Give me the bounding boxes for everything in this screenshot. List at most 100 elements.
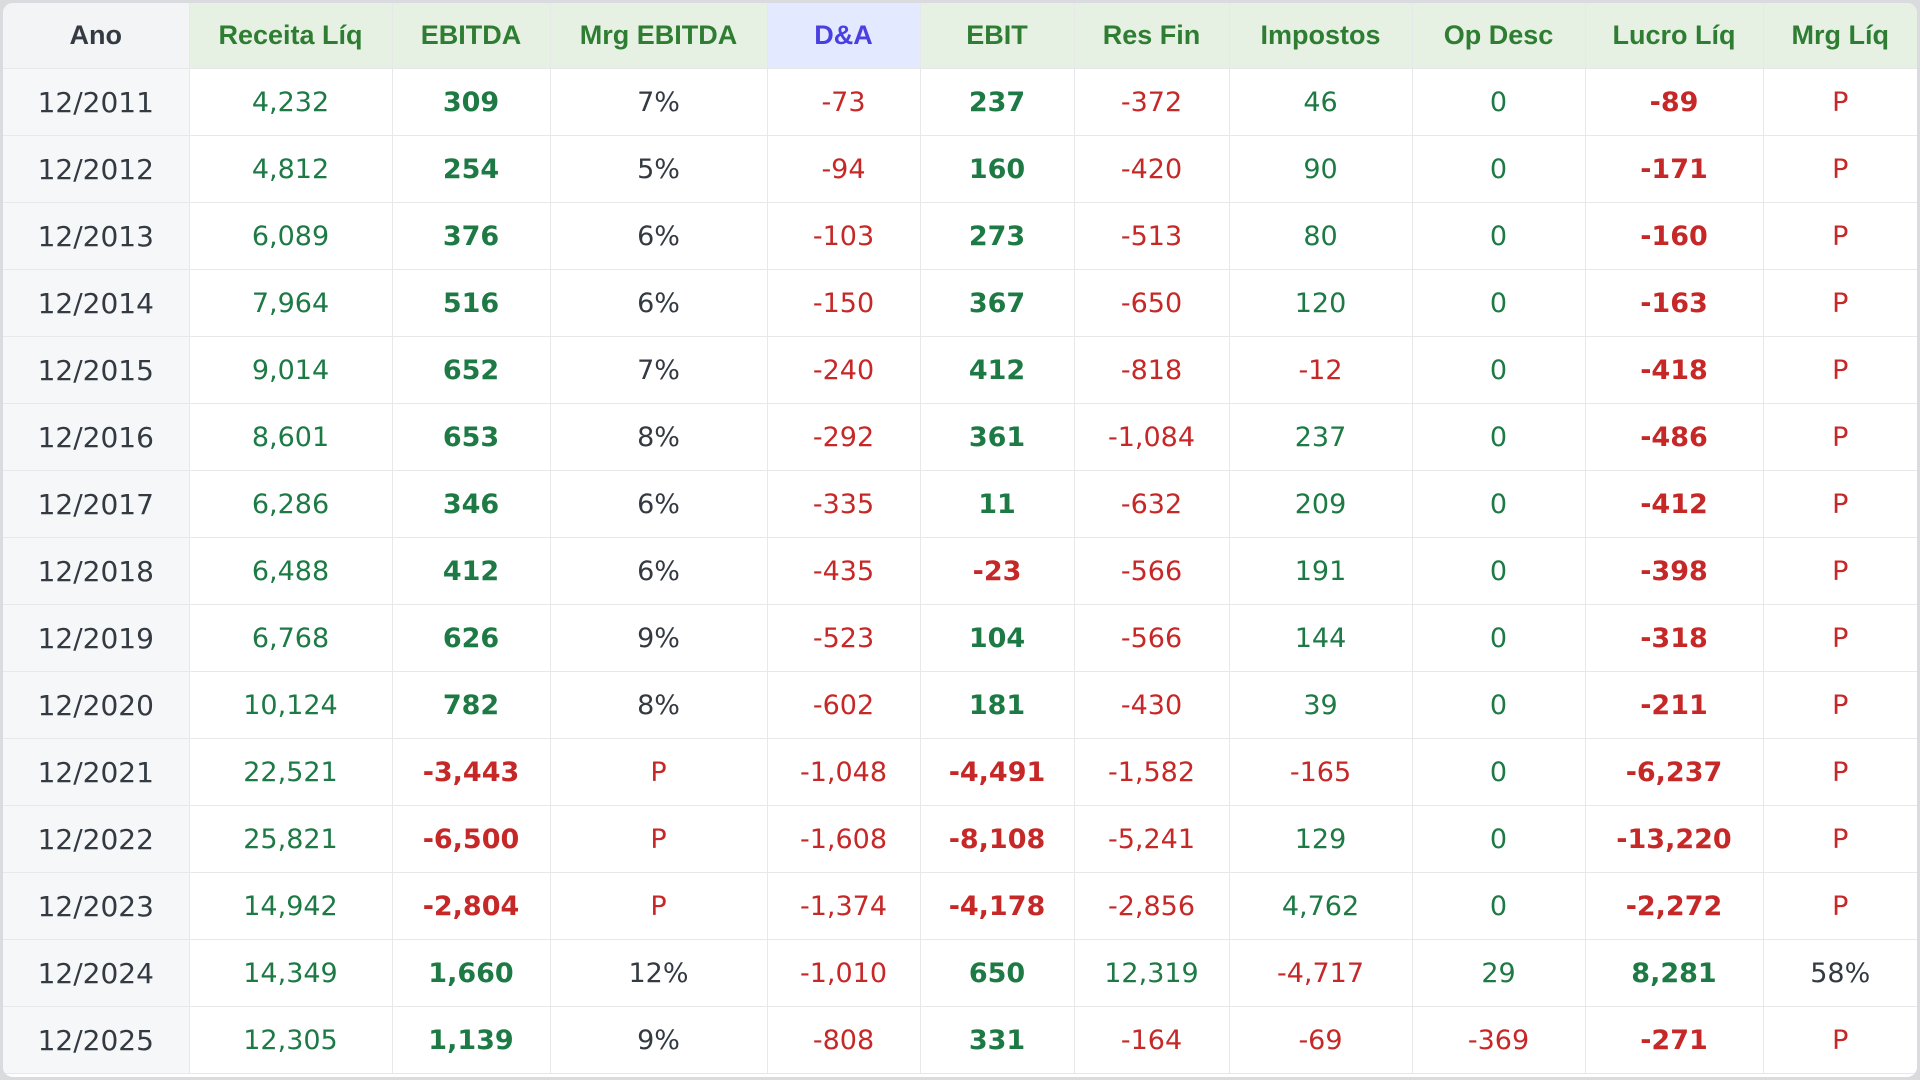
lucro-liq-cell: -318: [1585, 604, 1764, 672]
ebitda-cell: 652: [392, 336, 551, 404]
da-cell: -435: [767, 537, 921, 605]
column-header-ebit[interactable]: EBIT: [920, 3, 1075, 69]
mrg-ebitda-cell: 8%: [550, 671, 768, 739]
impostos-cell: 4,762: [1229, 872, 1413, 940]
table-row: 12/2019 6,768 626 9% -523 104 -566 144 0 -318 P: [3, 604, 1917, 672]
ebit-cell: -4,491: [920, 738, 1075, 806]
lucro-liq-cell: -398: [1585, 537, 1764, 605]
ebitda-cell: 626: [392, 604, 551, 672]
res-fin-cell: -513: [1074, 202, 1230, 270]
year-cell: 12/2013: [3, 202, 190, 270]
column-header-ano[interactable]: Ano: [3, 3, 190, 69]
receita-liq-cell: 4,812: [189, 135, 393, 203]
ebit-cell: -23: [920, 537, 1075, 605]
receita-liq-cell: 14,349: [189, 939, 393, 1007]
lucro-liq-cell: -271: [1585, 1006, 1764, 1074]
res-fin-cell: -632: [1074, 470, 1230, 538]
ebitda-cell: 1,139: [392, 1006, 551, 1074]
table-row: 12/2012 4,812 254 5% -94 160 -420 90 0 -171 P: [3, 135, 1917, 203]
op-desc-cell: 0: [1412, 135, 1586, 203]
mrg-liq-cell: P: [1763, 604, 1917, 672]
op-desc-cell: 0: [1412, 738, 1586, 806]
mrg-ebitda-cell: 7%: [550, 336, 768, 404]
lucro-liq-cell: -171: [1585, 135, 1764, 203]
mrg-liq-cell: P: [1763, 872, 1917, 940]
da-cell: -523: [767, 604, 921, 672]
column-header-res-fin[interactable]: Res Fin: [1074, 3, 1230, 69]
mrg-ebitda-cell: P: [550, 805, 768, 873]
impostos-cell: 237: [1229, 403, 1413, 471]
da-cell: -94: [767, 135, 921, 203]
impostos-cell: 209: [1229, 470, 1413, 538]
mrg-liq-cell: P: [1763, 336, 1917, 404]
ebitda-cell: 653: [392, 403, 551, 471]
year-cell: 12/2012: [3, 135, 190, 203]
column-header-ebitda[interactable]: EBITDA: [392, 3, 551, 69]
mrg-liq-cell: P: [1763, 269, 1917, 337]
table-header-row: Ano Receita Líq EBITDA Mrg EBITDA D&A EB…: [3, 3, 1917, 69]
lucro-liq-cell: -13,220: [1585, 805, 1764, 873]
res-fin-cell: -2,856: [1074, 872, 1230, 940]
column-header-op-desc[interactable]: Op Desc: [1412, 3, 1586, 69]
column-header-receita-liq[interactable]: Receita Líq: [189, 3, 393, 69]
receita-liq-cell: 6,488: [189, 537, 393, 605]
da-cell: -292: [767, 403, 921, 471]
op-desc-cell: 0: [1412, 872, 1586, 940]
res-fin-cell: -5,241: [1074, 805, 1230, 873]
mrg-liq-cell: P: [1763, 671, 1917, 739]
column-header-impostos[interactable]: Impostos: [1229, 3, 1413, 69]
year-cell: 12/2017: [3, 470, 190, 538]
lucro-liq-cell: 8,281: [1585, 939, 1764, 1007]
impostos-cell: 80: [1229, 202, 1413, 270]
receita-liq-cell: 8,601: [189, 403, 393, 471]
lucro-liq-cell: -418: [1585, 336, 1764, 404]
column-header-lucro-liq[interactable]: Lucro Líq: [1585, 3, 1764, 69]
year-cell: 12/2018: [3, 537, 190, 605]
da-cell: -808: [767, 1006, 921, 1074]
mrg-liq-cell: P: [1763, 805, 1917, 873]
ebit-cell: 650: [920, 939, 1075, 1007]
ebit-cell: 11: [920, 470, 1075, 538]
lucro-liq-cell: -6,237: [1585, 738, 1764, 806]
table-body: 12/2011 4,232 309 7% -73 237 -372 46 0 -89 P 12/201…: [3, 68, 1917, 1074]
column-header-mrg-liq[interactable]: Mrg Líq: [1763, 3, 1917, 69]
lucro-liq-cell: -211: [1585, 671, 1764, 739]
op-desc-cell: 0: [1412, 805, 1586, 873]
mrg-ebitda-cell: 7%: [550, 68, 768, 136]
da-cell: -240: [767, 336, 921, 404]
column-header-mrg-ebitda[interactable]: Mrg EBITDA: [550, 3, 768, 69]
ebitda-cell: -6,500: [392, 805, 551, 873]
lucro-liq-cell: -486: [1585, 403, 1764, 471]
ebit-cell: 237: [920, 68, 1075, 136]
receita-liq-cell: 6,768: [189, 604, 393, 672]
table-row: 12/2014 7,964 516 6% -150 367 -650 120 0 -163 P: [3, 269, 1917, 337]
table-row: 12/2021 22,521 -3,443 P -1,048 -4,491 -1,582 -1…: [3, 738, 1917, 806]
table-row: 12/2015 9,014 652 7% -240 412 -818 -12 0 -418 P: [3, 336, 1917, 404]
ebitda-cell: 346: [392, 470, 551, 538]
year-cell: 12/2016: [3, 403, 190, 471]
res-fin-cell: -818: [1074, 336, 1230, 404]
da-cell: -335: [767, 470, 921, 538]
financial-results-table: Ano Receita Líq EBITDA Mrg EBITDA D&A EB…: [3, 3, 1917, 1074]
mrg-liq-cell: P: [1763, 202, 1917, 270]
ebit-cell: 412: [920, 336, 1075, 404]
mrg-liq-cell: P: [1763, 738, 1917, 806]
year-cell: 12/2025: [3, 1006, 190, 1074]
impostos-cell: 46: [1229, 68, 1413, 136]
receita-liq-cell: 7,964: [189, 269, 393, 337]
res-fin-cell: -566: [1074, 537, 1230, 605]
column-header-da[interactable]: D&A: [767, 3, 921, 69]
res-fin-cell: -430: [1074, 671, 1230, 739]
mrg-ebitda-cell: 5%: [550, 135, 768, 203]
res-fin-cell: -372: [1074, 68, 1230, 136]
res-fin-cell: 12,319: [1074, 939, 1230, 1007]
mrg-ebitda-cell: 9%: [550, 604, 768, 672]
year-cell: 12/2019: [3, 604, 190, 672]
lucro-liq-cell: -89: [1585, 68, 1764, 136]
impostos-cell: 39: [1229, 671, 1413, 739]
year-cell: 12/2015: [3, 336, 190, 404]
receita-liq-cell: 25,821: [189, 805, 393, 873]
lucro-liq-cell: -412: [1585, 470, 1764, 538]
year-cell: 12/2011: [3, 68, 190, 136]
da-cell: -602: [767, 671, 921, 739]
